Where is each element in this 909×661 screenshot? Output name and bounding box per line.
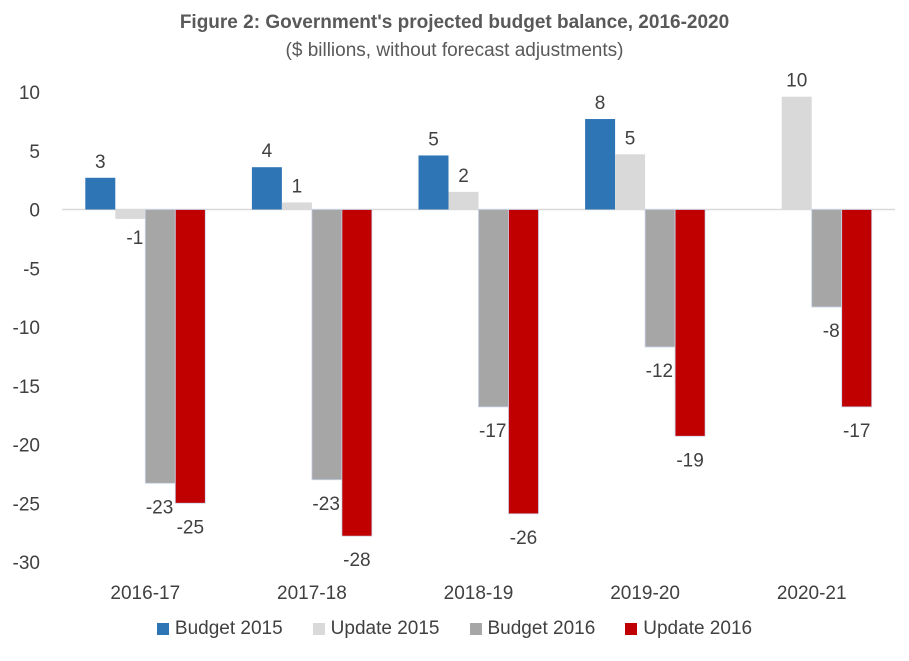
bar-update-2016	[341, 209, 373, 537]
bar-budget-2016	[811, 209, 843, 308]
data-label: 5	[625, 128, 636, 149]
bar-update-2015	[115, 209, 146, 219]
legend-item: Update 2015	[312, 618, 440, 640]
bar-update-2015	[781, 96, 812, 210]
y-tick-label: 0	[29, 201, 40, 222]
legend-item: Update 2016	[625, 618, 752, 640]
data-label: 8	[595, 93, 606, 114]
y-tick-label: 10	[19, 83, 40, 104]
bar-budget-2015	[585, 119, 616, 210]
data-label: 10	[786, 71, 807, 92]
bar-budget-2015	[418, 155, 449, 210]
bar-update-2015	[615, 154, 646, 210]
legend-item: Budget 2015	[156, 618, 283, 640]
x-category-label: 2020-21	[777, 583, 847, 604]
bar-update-2015	[281, 202, 312, 210]
bar-update-2016	[674, 209, 706, 437]
data-label: 4	[262, 141, 273, 162]
legend-item: Budget 2016	[469, 618, 596, 640]
legend: Budget 2015 Update 2015 Budget 2016 Update …	[0, 618, 909, 640]
bar-budget-2016	[478, 209, 509, 408]
y-tick-label: -10	[13, 318, 40, 339]
legend-label: Update 2015	[330, 618, 440, 639]
legend-swatch	[469, 623, 482, 635]
data-label: 3	[95, 152, 106, 173]
x-category-label: 2018-19	[444, 583, 514, 604]
y-tick-label: -20	[13, 436, 40, 457]
legend-label: Budget 2016	[487, 618, 596, 639]
bar-update-2016	[841, 209, 873, 408]
data-label: -23	[146, 497, 173, 518]
legend-label: Update 2016	[643, 618, 753, 639]
legend-swatch	[625, 623, 638, 635]
x-category-label: 2016-17	[110, 583, 180, 604]
legend-swatch	[312, 623, 325, 635]
data-label: -8	[823, 321, 840, 342]
legend-swatch	[156, 623, 169, 635]
bar-budget-2016	[644, 209, 676, 348]
bar-update-2015	[448, 191, 479, 210]
y-tick-label: -30	[13, 553, 40, 574]
bar-budget-2016	[144, 209, 176, 484]
data-label: -19	[676, 450, 703, 471]
data-label: -1	[126, 228, 143, 249]
y-tick-label: -5	[23, 259, 40, 280]
data-label: -28	[343, 550, 370, 571]
legend-label: Budget 2015	[174, 618, 283, 639]
chart-subtitle: ($ billions, without forecast adjustment…	[285, 40, 624, 61]
bar-update-2016	[174, 209, 206, 504]
data-label: 1	[292, 176, 303, 197]
data-label: -17	[843, 421, 870, 442]
bar-budget-2015	[85, 177, 116, 210]
data-label: -23	[312, 494, 339, 515]
chart-title: Figure 2: Government's projected budget …	[179, 12, 730, 33]
y-tick-label: 5	[29, 142, 40, 163]
bar-budget-2015	[251, 167, 282, 210]
x-category-label: 2017-18	[277, 583, 347, 604]
bar-budget-2016	[311, 209, 343, 481]
data-label: -12	[646, 361, 673, 382]
data-label: 2	[458, 166, 469, 187]
data-label: -25	[177, 517, 204, 538]
bar-update-2016	[508, 209, 539, 515]
y-tick-label: -25	[13, 494, 40, 515]
data-label: -17	[479, 421, 506, 442]
x-category-label: 2019-20	[610, 583, 680, 604]
y-tick-label: -15	[13, 377, 40, 398]
data-label: 5	[428, 129, 439, 150]
data-label: -26	[510, 528, 537, 549]
